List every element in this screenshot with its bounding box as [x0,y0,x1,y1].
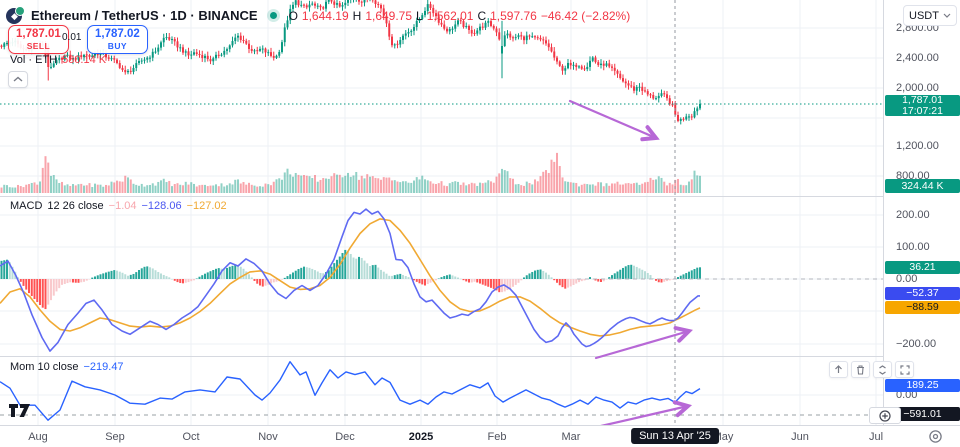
time-axis-label: Dec [335,431,355,443]
chevron-down-icon [943,13,951,18]
volume-badge: 324.44 K [885,179,960,193]
delete-pane-button[interactable] [851,361,870,378]
axis-settings-icon[interactable] [928,429,943,444]
chevron-up-icon [13,76,23,82]
time-axis-label: Oct [182,431,200,443]
open-label: O [288,8,298,23]
macd-legend[interactable]: MACD 12 26 close −1.04 −128.06 −127.02 [10,200,227,212]
arrow-up-icon [835,365,842,373]
volume-bars [0,152,701,193]
maximize-pane-button[interactable] [895,361,914,378]
macd-line-value: −128.06 [141,200,182,212]
candlestick-series [0,0,701,125]
ohlc-legend: O 1,644.19 H 1,649.75 L 1,562.01 C 1,597… [289,9,631,23]
buy-price: 1,787.02 [95,28,140,40]
momentum-series [0,361,701,421]
volume-legend-title: Vol · ETH [10,54,58,66]
plus-circle-icon [879,409,891,422]
buy-label: BUY [107,41,127,51]
crosshair-date-badge: Sun 13 Apr '25 [631,428,719,444]
time-axis-label: Nov [258,431,278,443]
chart-canvas[interactable] [0,0,883,425]
close-label: C [477,8,487,23]
volume-legend-value: 580.14 K [62,54,107,66]
symbol-title[interactable]: Ethereum / TetherUS · 1D · BINANCE [31,8,258,23]
time-axis[interactable]: Sun 13 Apr '25 Aug Sep Oct Nov Dec 2025 Feb Mar… [0,425,960,447]
macd-axis-label: 100.00 [896,241,930,253]
macd-hist-value: −1.04 [108,200,137,212]
momentum-legend[interactable]: Mom 10 close −219.47 [10,361,124,373]
pane-toolbar [829,361,914,378]
macd-line-series [0,208,700,352]
low-value: 1,562.01 [426,8,474,23]
maximize-icon [899,364,910,375]
time-axis-label: Feb [487,431,507,443]
mom-axis-label: 0.00 [896,389,918,401]
sell-price: 1,787.01 [16,28,61,40]
macd-legend-params: 12 26 close [47,200,104,212]
time-axis-label: Aug [28,431,48,443]
currency-dropdown[interactable]: USDT [903,5,957,26]
move-pane-up-button[interactable] [829,361,848,378]
momentum-legend-title: Mom 10 close [10,361,79,373]
buy-button[interactable]: 1,787.02 BUY [87,25,148,54]
macd-axis-label: 200.00 [896,209,930,221]
price-axis[interactable]: USDT 2,800.00 2,400.00 2,000.00 1,200.00 800… [869,0,960,425]
collapse-pane-button-2[interactable] [873,361,892,378]
collapse-icon [879,364,886,375]
mom-line-badge: 189.25 [885,379,960,392]
tradingview-logo[interactable] [8,401,32,418]
trend-arrow-drawing[interactable] [568,99,660,142]
volume-legend[interactable]: Vol · ETH 580.14 K [10,54,106,66]
time-axis-label: Sep [105,431,125,443]
macd-signal-value: −127.02 [186,200,227,212]
price-axis-label: 2,000.00 [896,82,939,94]
low-label: L [416,8,423,23]
time-axis-label: Jun [791,431,809,443]
macd-axis-label: −200.00 [896,338,937,350]
current-price-badge: 1,787.01 17:07:21 [885,94,960,116]
macd-signal-series [0,218,701,337]
price-axis-label: 2,400.00 [896,52,939,64]
trash-icon [857,364,864,375]
macd-line-badge: −52.37 [885,287,960,300]
collapse-pane-button[interactable] [8,71,28,88]
gridlines [0,0,883,425]
macd-hist-badge: 36.21 [885,261,960,274]
trend-arrow-drawing[interactable] [594,326,693,360]
high-value: 1,649.75 [365,8,413,23]
change-value: −46.42 (−2.82%) [540,8,631,23]
open-value: 1,644.19 [301,8,349,23]
symbol-header: ◆ Ethereum / TetherUS · 1D · BINANCE O 1… [6,6,630,25]
high-label: H [352,8,362,23]
momentum-value: −219.47 [83,361,124,373]
time-axis-label: Jul [868,431,884,443]
time-axis-label: 2025 [408,431,434,443]
macd-histogram [0,249,701,310]
sell-button[interactable]: 1,787.01 SELL [8,25,69,54]
macd-signal-badge: −88.59 [885,301,960,314]
spread-value: 0.01 [62,32,82,43]
macd-axis-label: 0.00 [896,273,918,285]
macd-legend-title: MACD [10,200,43,212]
sell-label: SELL [26,41,51,51]
trend-arrow-drawing[interactable] [600,400,693,425]
market-status-icon[interactable] [269,12,277,19]
symbol-logo-icon[interactable]: ◆ [6,6,25,25]
time-axis-label: Mar [561,431,581,443]
mom-level-badge: −591.01 [869,407,960,424]
currency-label: USDT [909,9,939,22]
price-axis-label: 1,200.00 [896,140,939,152]
close-value: 1,597.76 [490,8,537,23]
add-alert-plus-button[interactable] [869,407,901,424]
